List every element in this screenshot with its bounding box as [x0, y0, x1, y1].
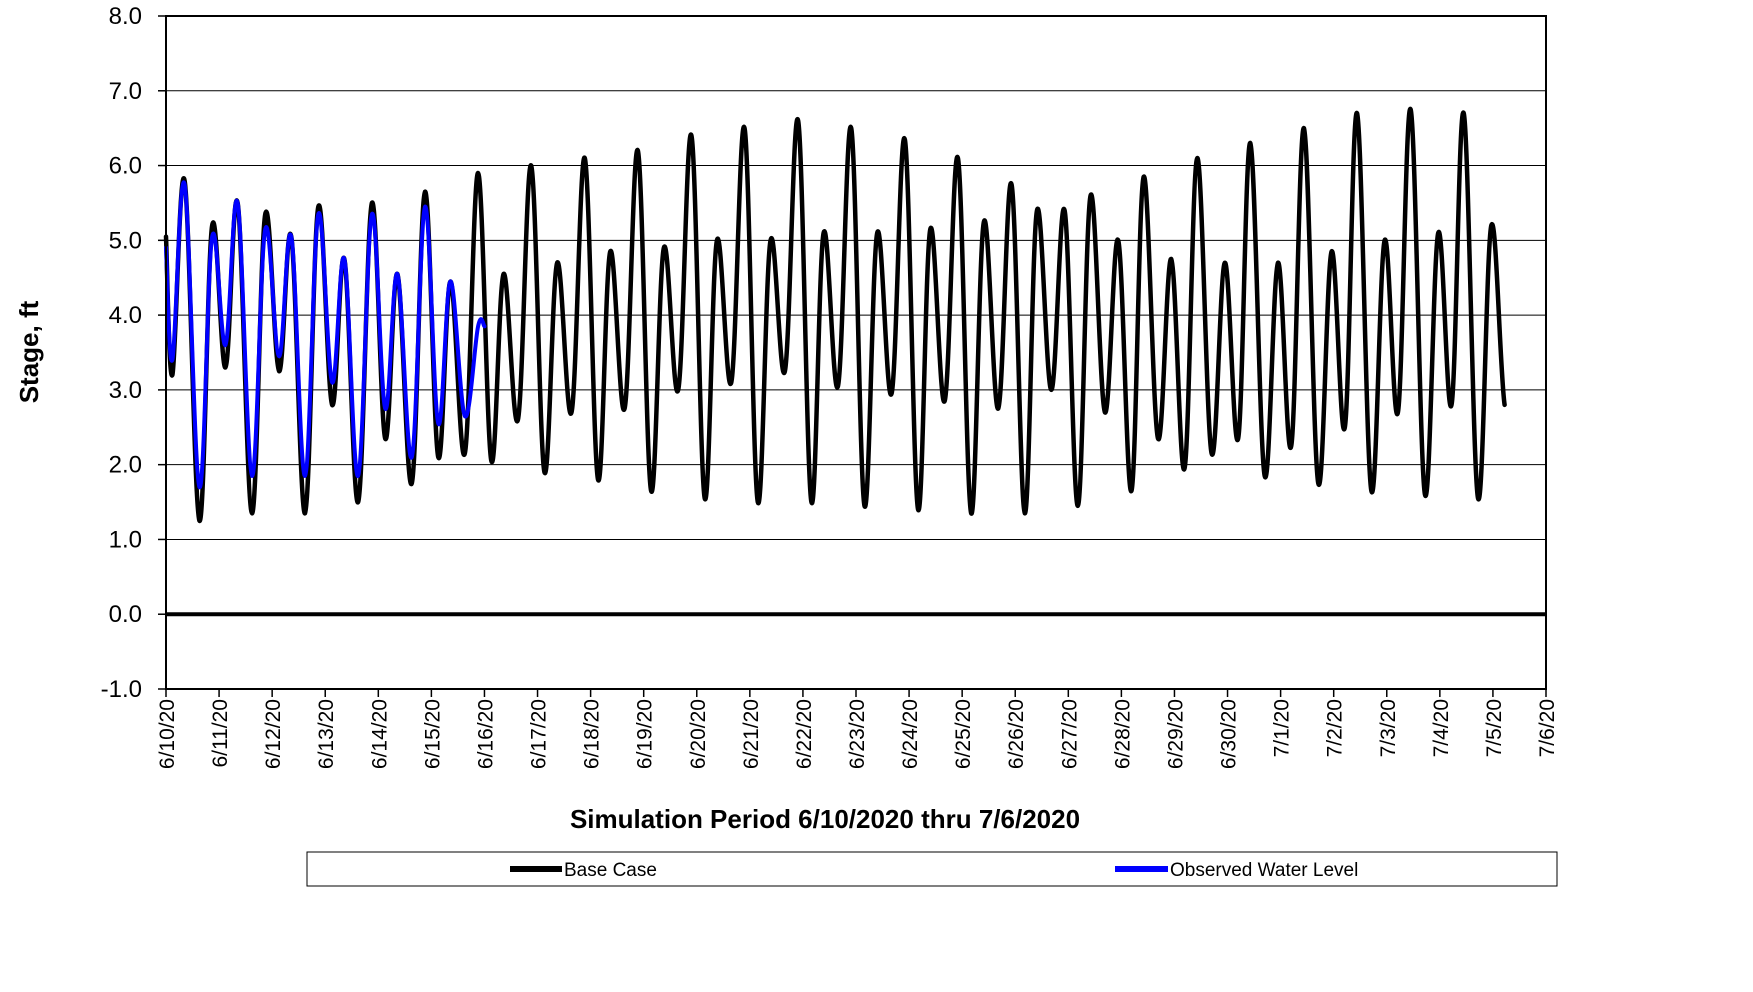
x-tick-label: 6/15/20 [421, 699, 444, 769]
y-tick-label: -1.0 [101, 676, 142, 703]
x-tick-label: 6/30/20 [1218, 699, 1241, 769]
legend-label-observed: Observed Water Level [1170, 860, 1358, 881]
x-tick-label: 6/22/20 [793, 699, 816, 769]
x-tick-label: 7/2/20 [1324, 699, 1347, 757]
x-tick-label: 6/16/20 [474, 699, 497, 769]
series-layer [163, 107, 1546, 617]
x-tick-label: 6/27/20 [1058, 699, 1081, 769]
x-tick-label: 6/29/20 [1164, 699, 1187, 769]
x-tick-label: 6/12/20 [262, 699, 285, 769]
x-tick-label: 6/18/20 [581, 699, 604, 769]
legend: Base Case Observed Water Level [306, 851, 1558, 887]
x-tick-label: 6/20/20 [687, 699, 710, 769]
x-tick-label: 6/23/20 [846, 699, 869, 769]
x-tick-label: 6/14/20 [368, 699, 391, 769]
y-axis-title: Stage, ft [14, 300, 44, 403]
x-tick-label: 6/10/20 [156, 699, 179, 769]
x-tick-label: 6/28/20 [1111, 699, 1134, 769]
series-line-observed-water-level [164, 180, 487, 490]
legend-box [306, 851, 1558, 887]
y-tick-label: 6.0 [109, 153, 142, 180]
y-tick-label: 1.0 [109, 526, 142, 553]
y-tick-label: 8.0 [109, 3, 142, 30]
x-tick-label: 6/13/20 [315, 699, 338, 769]
x-tick-label: 6/24/20 [899, 699, 922, 769]
x-axis-title: Simulation Period 6/10/2020 thru 7/6/202… [570, 804, 1080, 834]
x-tick-label: 7/1/20 [1271, 699, 1294, 757]
legend-label-base-case: Base Case [564, 860, 657, 881]
x-tick-label: 7/6/20 [1536, 699, 1559, 757]
y-tick-label: 0.0 [109, 601, 142, 628]
x-tick-label: 6/11/20 [209, 699, 232, 768]
y-tick-label: 2.0 [109, 452, 142, 479]
x-tick-label: 6/19/20 [634, 699, 657, 769]
y-tick-label: 3.0 [109, 377, 142, 404]
y-axis-ticks: -1.0 0.0 1.0 2.0 3.0 4.0 5.0 6.0 7.0 8.0 [101, 3, 166, 703]
x-tick-label: 7/4/20 [1430, 699, 1453, 757]
y-tick-label: 4.0 [109, 302, 142, 329]
x-tick-label: 6/26/20 [1005, 699, 1028, 769]
x-tick-label: 6/17/20 [528, 699, 551, 769]
x-tick-label: 7/5/20 [1483, 699, 1506, 757]
x-tick-label: 7/3/20 [1377, 699, 1400, 757]
x-tick-label: 6/21/20 [740, 699, 763, 769]
x-axis-ticks: 6/10/20 6/11/20 6/12/20 6/13/20 6/14/20 6/15/… [156, 689, 1559, 769]
y-tick-label: 5.0 [109, 227, 142, 254]
y-tick-label: 7.0 [109, 78, 142, 105]
x-tick-label: 6/25/20 [952, 699, 975, 769]
